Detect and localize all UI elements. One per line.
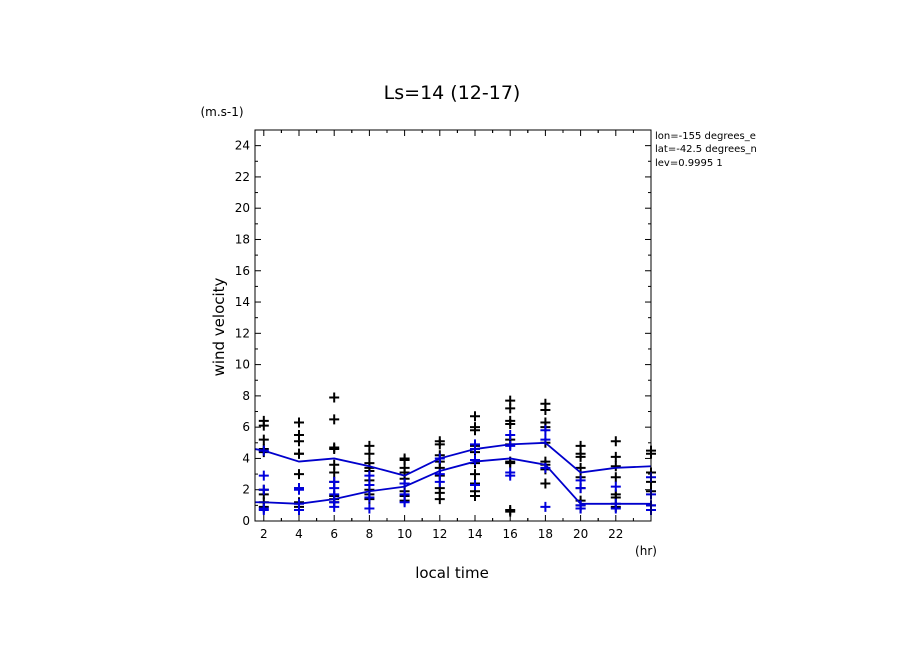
scatter-point-blue xyxy=(610,481,621,492)
x-tick-label: 8 xyxy=(366,527,374,541)
scatter-point-black xyxy=(294,469,304,480)
scatter-point-black xyxy=(505,419,516,430)
scatter-point-blue xyxy=(434,476,445,487)
scatter-point-black xyxy=(470,425,480,436)
x-tick-label: 14 xyxy=(467,527,482,541)
x-tick-label: 22 xyxy=(608,527,623,541)
scatter-point-black xyxy=(364,448,375,459)
scatter-point-blue xyxy=(258,470,269,481)
scatter-point-black xyxy=(470,411,480,422)
scatter-point-black xyxy=(575,451,586,462)
scatter-point-blue xyxy=(364,480,375,491)
scatter-point-blue xyxy=(364,492,375,503)
scatter-point-black xyxy=(329,444,340,455)
scatter-point-black xyxy=(610,451,621,462)
y-tick-label: 12 xyxy=(235,326,250,340)
y-axis-label: wind velocity xyxy=(210,277,228,376)
scatter-point-black xyxy=(329,467,340,478)
y-tick-label: 14 xyxy=(235,295,250,309)
scatter-point-black xyxy=(610,472,621,483)
x-tick-label: 20 xyxy=(573,527,588,541)
scatter-point-black xyxy=(294,448,304,459)
scatter-point-black xyxy=(505,403,516,414)
scatter-point-black xyxy=(505,506,516,517)
scatter-point-black xyxy=(505,458,516,469)
y-unit-label: (m.s-1) xyxy=(200,105,243,119)
y-tick-label: 4 xyxy=(242,451,250,465)
scatter-point-black xyxy=(540,404,551,415)
info-lon: lon=-155 degrees_e xyxy=(655,131,756,142)
scatter-point-blue xyxy=(540,501,551,512)
y-tick-label: 22 xyxy=(235,170,250,184)
y-tick-label: 2 xyxy=(242,483,250,497)
x-tick-label: 16 xyxy=(503,527,518,541)
plot-frame xyxy=(254,129,652,522)
y-tick-label: 24 xyxy=(235,139,250,153)
y-tick-label: 20 xyxy=(235,201,250,215)
y-tick-label: 16 xyxy=(235,264,250,278)
chart-title: Ls=14 (12-17) xyxy=(384,82,521,104)
scatter-point-blue xyxy=(505,429,516,440)
scatter-point-black xyxy=(258,434,269,445)
scatter-point-blue xyxy=(505,440,516,451)
x-tick-label: 18 xyxy=(538,527,553,541)
scatter-point-blue xyxy=(329,501,340,512)
y-tick-label: 8 xyxy=(242,389,250,403)
series-line-1 xyxy=(254,441,652,477)
scatter-point-black xyxy=(294,417,304,428)
scatter-point-blue xyxy=(505,470,516,481)
scatter-point-blue xyxy=(540,425,551,436)
scatter-point-blue xyxy=(470,480,480,491)
scatter-point-black xyxy=(610,461,621,472)
scatter-point-black xyxy=(329,392,340,403)
scatter-point-blue xyxy=(294,484,304,495)
x-tick-label: 12 xyxy=(432,527,447,541)
info-lat: lat=-42.5 degrees_n xyxy=(655,144,757,155)
scatter-point-black xyxy=(434,494,445,505)
scatter-point-blue xyxy=(364,470,375,481)
y-tick-label: 0 xyxy=(242,514,250,528)
scatter-point-blue xyxy=(364,503,375,514)
scatter-point-blue xyxy=(258,484,269,495)
x-tick-label: 2 xyxy=(260,527,268,541)
scatter-point-blue xyxy=(258,505,269,516)
scatter-point-black xyxy=(610,436,621,447)
scatter-point-black xyxy=(294,436,304,447)
x-axis-label: local time xyxy=(415,564,489,582)
x-tick-label: 10 xyxy=(397,527,412,541)
x-tick-label: 4 xyxy=(295,527,303,541)
scatter-point-black xyxy=(434,439,445,450)
scatter-point-blue xyxy=(610,503,621,514)
x-unit-label: (hr) xyxy=(635,544,657,558)
info-lev: lev=0.9995 1 xyxy=(655,158,723,169)
y-tick-label: 10 xyxy=(235,358,250,372)
scatter-point-blue xyxy=(399,497,410,508)
scatter-point-black xyxy=(540,478,551,489)
scatter-point-blue xyxy=(575,483,586,494)
scatter-point-blue xyxy=(294,505,304,516)
scatter-point-black xyxy=(575,462,586,473)
scatter-point-black xyxy=(329,414,340,425)
scatter-point-blue xyxy=(575,503,586,514)
y-tick-label: 18 xyxy=(235,232,250,246)
series-line-2 xyxy=(255,457,651,505)
x-tick-label: 6 xyxy=(330,527,338,541)
scatter-point-blue xyxy=(470,455,480,466)
y-tick-label: 6 xyxy=(242,420,250,434)
scatter-point-black xyxy=(470,490,480,501)
scatter-point-black xyxy=(258,420,269,431)
scatter-point-black xyxy=(470,469,480,480)
